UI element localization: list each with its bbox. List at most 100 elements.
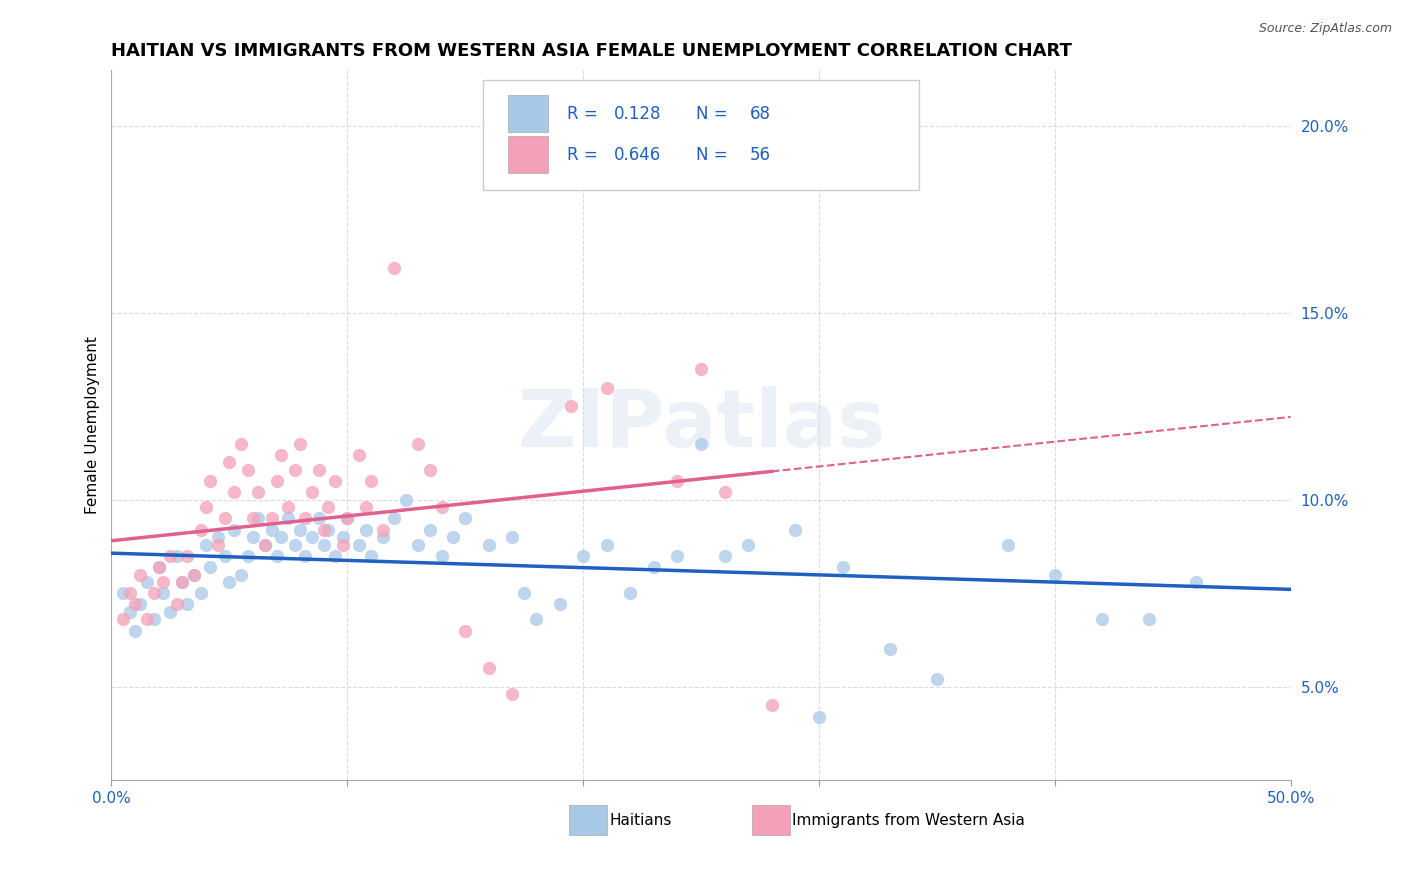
Point [395, 492, 418, 507]
Point [761, 698, 783, 713]
Point [925, 672, 948, 686]
Point [596, 538, 619, 552]
Point [190, 523, 212, 537]
Point [260, 523, 283, 537]
Point [166, 549, 188, 563]
Point [176, 549, 198, 563]
Point [441, 530, 464, 544]
Point [713, 485, 735, 500]
FancyBboxPatch shape [569, 805, 607, 835]
Point [214, 549, 236, 563]
Point [548, 598, 571, 612]
Point [194, 538, 217, 552]
Point [183, 567, 205, 582]
Point [238, 549, 260, 563]
Point [332, 530, 354, 544]
Point [142, 612, 165, 626]
Point [371, 530, 394, 544]
Point [560, 399, 582, 413]
Point [231, 567, 253, 582]
Point [325, 474, 347, 488]
Point [214, 511, 236, 525]
Point [301, 485, 323, 500]
Point [643, 560, 665, 574]
Point [242, 530, 264, 544]
Point [831, 560, 853, 574]
Point [478, 661, 501, 675]
Text: 0.128: 0.128 [614, 104, 661, 123]
Text: N =: N = [696, 104, 733, 123]
Text: Haitians: Haitians [609, 814, 672, 829]
Point [176, 598, 198, 612]
Point [666, 474, 689, 488]
Point [737, 538, 759, 552]
Text: Immigrants from Western Asia: Immigrants from Western Asia [792, 814, 1025, 829]
Point [112, 586, 135, 600]
Point [200, 474, 222, 488]
Point [128, 567, 150, 582]
Point [288, 523, 311, 537]
FancyBboxPatch shape [508, 136, 548, 173]
Point [190, 586, 212, 600]
Point [246, 511, 269, 525]
Point [242, 511, 264, 525]
Point [690, 436, 713, 450]
Point [194, 500, 217, 515]
Text: 56: 56 [749, 146, 770, 164]
Point [135, 574, 157, 589]
Point [666, 549, 689, 563]
Point [430, 549, 453, 563]
Point [501, 530, 523, 544]
Text: 68: 68 [749, 104, 770, 123]
Point [222, 485, 245, 500]
Point [266, 474, 288, 488]
Point [172, 574, 194, 589]
FancyBboxPatch shape [752, 805, 790, 835]
Point [308, 511, 330, 525]
Point [406, 538, 429, 552]
Point [284, 538, 307, 552]
Point [1091, 612, 1114, 626]
Text: R =: R = [567, 104, 603, 123]
Point [222, 523, 245, 537]
Point [384, 511, 406, 525]
Point [159, 549, 181, 563]
Point [336, 511, 359, 525]
Point [371, 523, 394, 537]
Point [347, 538, 370, 552]
Point [135, 612, 157, 626]
Point [112, 612, 135, 626]
Point [384, 260, 406, 275]
Point [124, 624, 146, 638]
Point [207, 538, 229, 552]
Point [572, 549, 595, 563]
Point [619, 586, 641, 600]
Point [159, 605, 181, 619]
Point [318, 500, 340, 515]
FancyBboxPatch shape [508, 95, 548, 132]
Point [354, 500, 377, 515]
Point [312, 523, 335, 537]
Point [347, 448, 370, 462]
Text: 0.646: 0.646 [614, 146, 661, 164]
Y-axis label: Female Unemployment: Female Unemployment [86, 336, 100, 514]
Point [142, 586, 165, 600]
Point [277, 500, 299, 515]
Point [120, 586, 142, 600]
Point [454, 624, 477, 638]
Point [152, 586, 174, 600]
Point [120, 605, 142, 619]
Point [148, 560, 170, 574]
Point [1185, 574, 1208, 589]
Point [524, 612, 547, 626]
Point [166, 598, 188, 612]
Point [270, 530, 292, 544]
Point [318, 523, 340, 537]
Point [284, 463, 307, 477]
Point [808, 709, 831, 723]
Point [1043, 567, 1066, 582]
Point [596, 380, 619, 394]
Text: HAITIAN VS IMMIGRANTS FROM WESTERN ASIA FEMALE UNEMPLOYMENT CORRELATION CHART: HAITIAN VS IMMIGRANTS FROM WESTERN ASIA … [111, 42, 1073, 60]
Point [253, 538, 276, 552]
Text: R =: R = [567, 146, 603, 164]
